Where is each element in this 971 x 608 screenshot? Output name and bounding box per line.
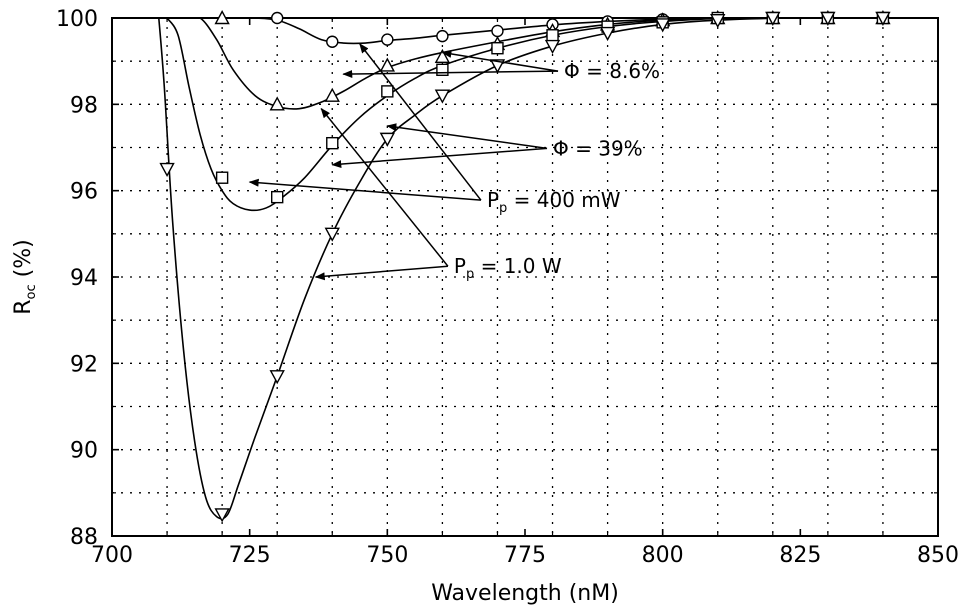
data-point-square	[271, 190, 284, 204]
annotation-label: Pp = 1.0 W	[454, 254, 562, 282]
y-tick-label: 94	[70, 266, 98, 291]
x-tick-label: 850	[917, 543, 959, 568]
x-tick-label: 825	[779, 543, 821, 568]
x-tick-label: 725	[229, 543, 271, 568]
y-tick-label: 98	[70, 93, 98, 118]
series-line-triangle	[183, 18, 938, 110]
data-point-down-triangle	[710, 13, 726, 29]
annotation-arrow	[331, 147, 548, 169]
data-point-square	[381, 85, 394, 98]
annotation-label: Φ = 8.6%	[564, 59, 660, 83]
data-point-triangle	[269, 96, 285, 111]
x-tick-label: 750	[366, 543, 408, 568]
annotation-label-tail: = 400 mW	[507, 188, 620, 212]
data-point-circle	[436, 29, 449, 43]
data-point-down-triangle	[654, 18, 671, 33]
data-point-down-triangle	[875, 11, 891, 26]
data-point-square	[215, 171, 229, 184]
data-point-down-triangle	[379, 132, 396, 147]
data-point-circle	[326, 35, 339, 48]
annotation-arrow	[359, 43, 482, 201]
data-point-down-triangle	[324, 227, 340, 242]
data-point-down-triangle	[159, 162, 175, 178]
data-point-down-triangle	[765, 11, 781, 26]
annotation-label-main: P	[487, 188, 499, 212]
data-point-down-triangle	[599, 26, 616, 42]
y-tick-label: 96	[70, 180, 98, 205]
annotation-arrow	[342, 69, 559, 78]
annotation-label-tail: = 1.0 W	[474, 254, 562, 278]
annotation-label-main: Φ = 39%	[553, 136, 643, 160]
data-point-down-triangle	[269, 370, 285, 385]
x-tick-label: 700	[91, 543, 133, 568]
data-point-triangle	[214, 10, 230, 25]
data-point-square	[491, 42, 504, 55]
annotation-label-sub: p	[466, 267, 474, 282]
annotation-label-sub: p	[499, 201, 507, 216]
x-tick-label: 775	[504, 543, 546, 568]
y-tick-label: 100	[56, 7, 98, 32]
annotation-label: Φ = 39%	[553, 136, 643, 160]
data-point-circle	[491, 24, 504, 38]
data-point-square	[546, 29, 559, 42]
y-tick-label: 92	[70, 352, 98, 377]
annotation-arrow	[320, 107, 449, 267]
annotation-label-main: Φ = 8.6%	[564, 59, 660, 83]
data-point-triangle	[324, 87, 340, 102]
y-axis-label-unit: (%)	[11, 239, 36, 284]
x-axis-label: Wavelength (nM)	[431, 581, 619, 606]
annotation-arrow	[441, 50, 559, 72]
series-markers	[159, 10, 891, 523]
data-point-down-triangle	[489, 59, 506, 74]
series-line-down-triangle	[158, 18, 938, 520]
data-point-down-triangle	[820, 11, 836, 26]
annotation-arrow	[386, 123, 548, 150]
x-tick-label: 800	[642, 543, 684, 568]
data-point-circle	[271, 11, 284, 25]
axis-ticks: 700 725 750 775 800 825 850 88 90 92 94 96 98 100	[56, 7, 959, 568]
data-point-down-triangle	[544, 39, 561, 55]
data-point-square	[326, 136, 339, 150]
data-point-triangle	[379, 57, 396, 72]
annotation-label-main: P	[454, 254, 466, 278]
data-point-down-triangle	[214, 508, 230, 523]
data-point-circle	[381, 33, 394, 46]
y-axis-label-main: R	[11, 299, 36, 314]
annotation-arrow	[314, 265, 448, 281]
annotation-arrow	[248, 178, 482, 201]
y-tick-label: 90	[70, 439, 98, 464]
data-point-down-triangle	[434, 89, 451, 104]
y-axis-label: Roc (%)	[11, 239, 39, 314]
y-axis-label-sub: oc	[24, 284, 39, 299]
annotation-label: Pp = 400 mW	[487, 188, 621, 216]
y-tick-label: 88	[70, 525, 98, 550]
data-point-square	[436, 63, 449, 77]
